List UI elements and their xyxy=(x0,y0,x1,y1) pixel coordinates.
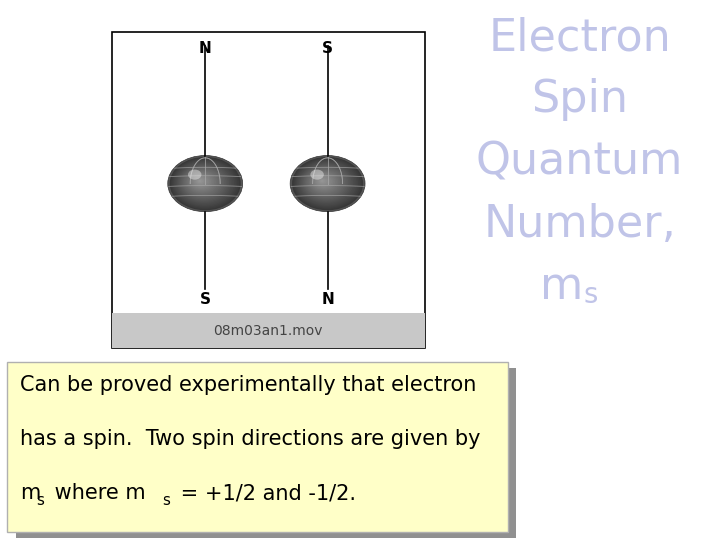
Circle shape xyxy=(189,172,215,191)
Text: s: s xyxy=(583,281,598,309)
Circle shape xyxy=(307,170,342,195)
Circle shape xyxy=(171,158,239,209)
Circle shape xyxy=(305,167,345,197)
Circle shape xyxy=(310,171,338,193)
Bar xyxy=(16,368,516,538)
Text: Number,: Number, xyxy=(483,202,676,246)
Circle shape xyxy=(197,179,203,183)
Text: m: m xyxy=(20,483,40,503)
Text: m: m xyxy=(540,265,583,308)
Text: S: S xyxy=(199,292,211,307)
Circle shape xyxy=(185,170,220,195)
Circle shape xyxy=(312,173,336,190)
Circle shape xyxy=(321,180,323,182)
Circle shape xyxy=(311,172,337,191)
Text: where m: where m xyxy=(48,483,145,503)
Circle shape xyxy=(316,176,330,187)
Circle shape xyxy=(318,177,328,186)
Circle shape xyxy=(303,166,348,200)
Text: has a spin.  Two spin directions are given by: has a spin. Two spin directions are give… xyxy=(20,429,481,449)
Circle shape xyxy=(177,163,231,203)
Circle shape xyxy=(314,174,333,189)
Circle shape xyxy=(183,167,222,197)
Circle shape xyxy=(292,157,363,210)
Text: 08m03an1.mov: 08m03an1.mov xyxy=(213,324,323,338)
Circle shape xyxy=(178,164,229,202)
Circle shape xyxy=(315,175,332,188)
Circle shape xyxy=(196,178,204,184)
Bar xyxy=(112,313,425,348)
Circle shape xyxy=(293,158,361,209)
Text: Electron: Electron xyxy=(488,16,671,59)
Bar xyxy=(7,362,508,532)
Circle shape xyxy=(309,170,340,194)
Circle shape xyxy=(179,165,228,201)
Circle shape xyxy=(300,164,351,202)
Circle shape xyxy=(170,157,240,210)
Circle shape xyxy=(190,173,213,190)
Circle shape xyxy=(181,166,225,199)
Circle shape xyxy=(290,156,365,212)
Bar xyxy=(112,32,425,348)
Circle shape xyxy=(302,165,350,201)
Circle shape xyxy=(192,175,210,188)
Text: s: s xyxy=(162,493,170,508)
Circle shape xyxy=(320,179,325,183)
Circle shape xyxy=(199,180,201,182)
Circle shape xyxy=(300,163,354,203)
Circle shape xyxy=(298,161,355,204)
Circle shape xyxy=(195,177,206,186)
Circle shape xyxy=(296,160,359,207)
Circle shape xyxy=(172,159,238,208)
Circle shape xyxy=(181,166,226,200)
Circle shape xyxy=(310,170,324,180)
Text: s: s xyxy=(36,493,44,508)
Circle shape xyxy=(294,159,360,208)
Text: Spin: Spin xyxy=(531,78,628,122)
Text: S: S xyxy=(322,40,333,56)
Circle shape xyxy=(174,160,236,207)
Text: Can be proved experimentally that electron: Can be proved experimentally that electr… xyxy=(20,375,477,395)
Circle shape xyxy=(186,170,217,194)
Circle shape xyxy=(184,168,221,196)
Circle shape xyxy=(194,176,208,187)
Text: = +1/2 and -1/2.: = +1/2 and -1/2. xyxy=(174,483,356,503)
Circle shape xyxy=(188,171,216,193)
Circle shape xyxy=(304,166,347,199)
Text: N: N xyxy=(199,40,212,56)
Text: N: N xyxy=(321,292,334,307)
Circle shape xyxy=(188,170,202,180)
Text: Quantum: Quantum xyxy=(476,140,683,184)
Circle shape xyxy=(307,168,343,196)
Circle shape xyxy=(168,156,243,212)
Circle shape xyxy=(176,161,233,204)
Circle shape xyxy=(297,161,356,206)
Circle shape xyxy=(318,178,327,184)
Circle shape xyxy=(192,174,211,189)
Circle shape xyxy=(174,161,234,206)
